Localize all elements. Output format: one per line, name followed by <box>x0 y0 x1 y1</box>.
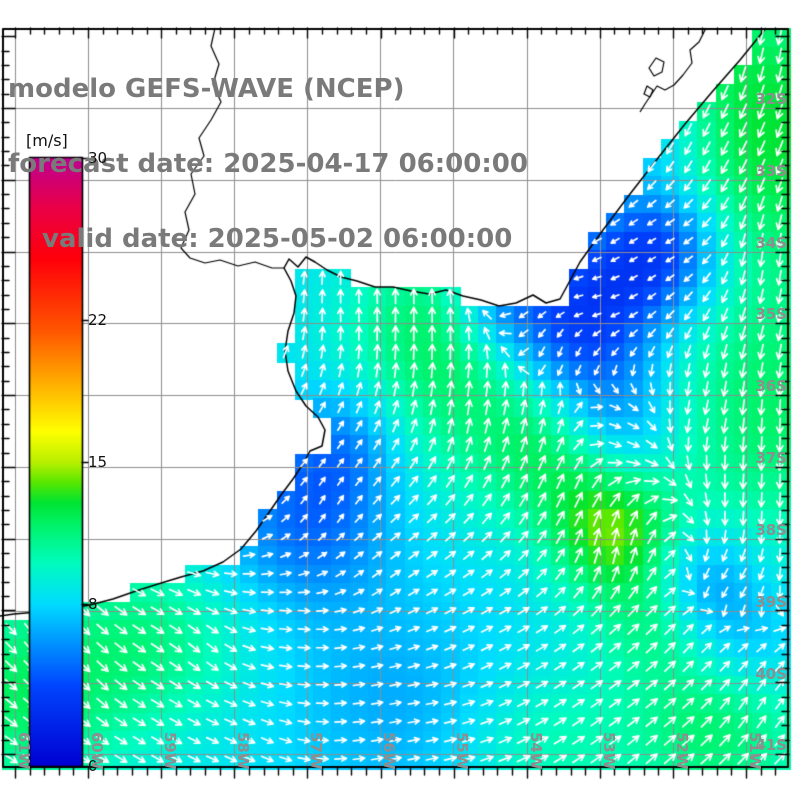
latitude-label: 40S <box>755 665 787 683</box>
colorbar-tick-label: 22 <box>88 311 108 330</box>
latitude-label: 36S <box>755 377 787 395</box>
colorbar-unit-label: [m/s] <box>26 131 68 150</box>
latitude-label: 39S <box>755 593 787 611</box>
forecast-date-line: forecast date: 2025-04-17 06:00:00 <box>8 149 528 179</box>
longitude-label: 51W <box>746 732 764 770</box>
longitude-label: 53W <box>600 732 618 770</box>
longitude-label: 52W <box>673 732 691 770</box>
longitude-label: 58W <box>234 732 252 770</box>
longitude-label: 56W <box>380 732 398 770</box>
latitude-label: 32S <box>755 90 787 108</box>
latitude-label: 37S <box>755 449 787 467</box>
latitude-label: 38S <box>755 521 787 539</box>
colorbar-tick-label: 8 <box>88 594 98 613</box>
latitude-label: 33S <box>755 162 787 180</box>
colorbar-tick-label: 0 <box>88 757 98 775</box>
model-title: modelo GEFS-WAVE (NCEP) <box>8 74 405 104</box>
valid-date-line: valid date: 2025-05-02 06:00:00 <box>42 224 513 254</box>
longitude-label: 59W <box>161 732 179 770</box>
colorbar-tick-label: 15 <box>88 453 108 471</box>
latitude-label: 41S <box>755 736 787 754</box>
longitude-label: 55W <box>453 732 471 770</box>
longitude-label: 61W <box>15 732 33 770</box>
longitude-label: 60W <box>88 732 106 770</box>
longitude-label: 54W <box>527 732 545 770</box>
latitude-label: 34S <box>755 234 787 252</box>
longitude-label: 57W <box>307 732 325 770</box>
colorbar-tick-label: 30 <box>88 149 108 167</box>
latitude-label: 35S <box>755 305 787 323</box>
title-block: modelo GEFS-WAVE (NCEP) forecast date: 2… <box>8 27 528 302</box>
